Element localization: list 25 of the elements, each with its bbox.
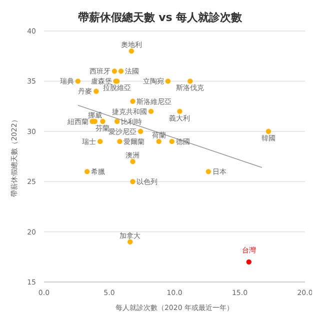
point	[128, 48, 134, 54]
point	[75, 78, 81, 84]
point	[165, 78, 171, 84]
point	[112, 68, 118, 74]
point	[128, 239, 133, 244]
point	[117, 138, 122, 144]
point	[266, 128, 272, 134]
point	[169, 138, 174, 144]
point	[156, 138, 162, 144]
point	[84, 168, 90, 174]
point	[130, 179, 136, 184]
point	[206, 168, 212, 174]
point	[188, 78, 193, 84]
point	[177, 108, 182, 114]
point	[246, 259, 252, 265]
chart-title: 帶薪休假總天數 vs 每人就診次數	[76, 10, 244, 25]
point	[98, 138, 103, 144]
point	[130, 158, 136, 164]
point	[114, 118, 120, 124]
point	[148, 108, 154, 114]
point	[100, 118, 106, 124]
point	[130, 98, 136, 104]
point	[118, 68, 124, 74]
point	[138, 128, 144, 134]
point	[94, 88, 99, 94]
